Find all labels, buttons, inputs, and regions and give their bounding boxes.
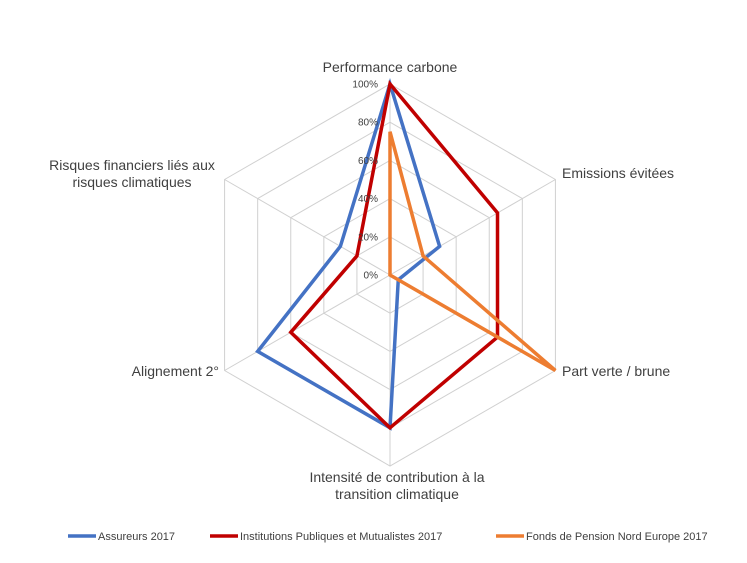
axis-label: Part verte / brune: [562, 363, 670, 379]
axis-label: Risques financiers liés aux: [49, 157, 215, 173]
axis-label: Alignement 2°: [132, 363, 219, 379]
legend-label: Assureurs 2017: [98, 531, 175, 543]
axis-spoke: [224, 274, 391, 371]
axis-label: risques climatiques: [72, 174, 191, 190]
legend-label: Institutions Publiques et Mutualistes 20…: [240, 531, 442, 543]
series-line-2: [388, 131, 557, 373]
axis-label: transition climatique: [335, 486, 459, 502]
tick-label: 100%: [352, 80, 378, 91]
tick-label: 80%: [358, 118, 378, 129]
axis-labels: Performance carbone Emissions évitées Part…: [49, 59, 674, 502]
axis-label: Performance carbone: [323, 59, 458, 75]
radar-series: [255, 78, 557, 431]
tick-label: 40%: [358, 194, 378, 205]
legend-label: Fonds de Pension Nord Europe 2017: [526, 531, 708, 543]
axis-label: Intensité de contribution à la: [309, 469, 484, 485]
tick-label: 60%: [358, 156, 378, 167]
legend: Assureurs 2017 Institutions Publiques et …: [68, 531, 708, 543]
axis-label: Emissions évitées: [562, 165, 674, 181]
series-line-1: [288, 80, 500, 431]
tick-label: 20%: [358, 232, 378, 243]
axis-spoke: [389, 179, 556, 276]
tick-label: 0%: [364, 271, 379, 282]
radial-tick-labels: 0% 20% 40% 60% 80% 100%: [352, 80, 378, 282]
axis-spoke: [224, 179, 391, 276]
